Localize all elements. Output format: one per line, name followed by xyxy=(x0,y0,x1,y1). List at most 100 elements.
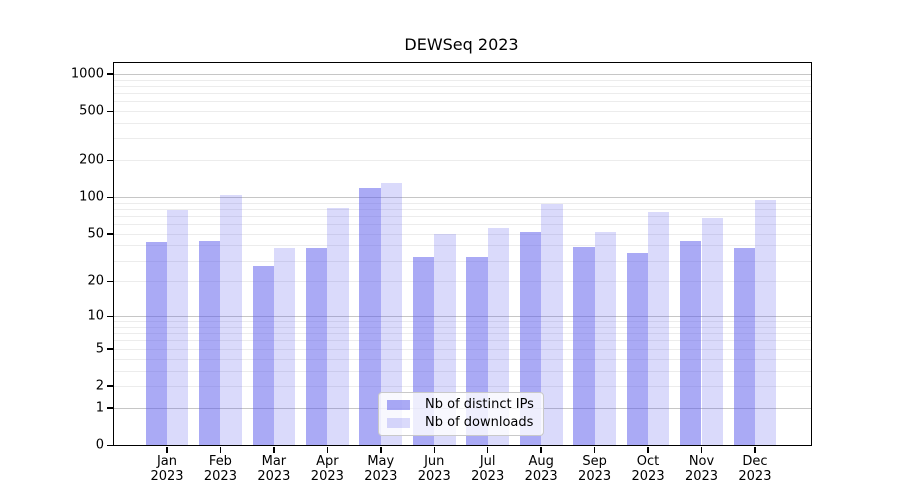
x-tick-year: 2023 xyxy=(310,469,344,484)
gridline-minor xyxy=(114,160,811,162)
gridline-minor xyxy=(114,260,811,262)
bar-distinct-ips-may xyxy=(359,188,381,445)
x-tick-month: Feb xyxy=(208,454,232,469)
x-tick-month: Dec xyxy=(742,454,768,469)
x-axis-tick xyxy=(380,447,382,453)
gridline-minor xyxy=(114,111,811,113)
x-tick-year: 2023 xyxy=(203,469,237,484)
bar-distinct-ips-dec xyxy=(733,248,755,445)
gridline-minor xyxy=(114,101,811,103)
x-tick-year: 2023 xyxy=(631,469,665,484)
x-tick-year: 2023 xyxy=(471,469,505,484)
legend-swatch-downloads xyxy=(387,418,410,428)
gridline-minor xyxy=(114,85,811,87)
legend: Nb of distinct IPs Nb of downloads xyxy=(378,392,544,436)
bar-downloads-mar xyxy=(273,248,296,445)
gridline-minor xyxy=(114,340,811,342)
y-axis-tick-label: 5 xyxy=(95,341,104,357)
x-tick-year: 2023 xyxy=(364,469,398,484)
x-tick-month: Jan xyxy=(156,454,178,469)
gridline-major xyxy=(114,316,811,318)
x-tick-month: Nov xyxy=(688,454,715,469)
bar-distinct-ips-mar xyxy=(252,266,274,445)
gridline-minor xyxy=(114,92,811,94)
gridline-minor xyxy=(114,245,811,247)
gridline-major xyxy=(114,73,811,75)
y-axis-tick-label: 0 xyxy=(95,437,104,453)
y-axis-tick xyxy=(107,280,114,283)
x-axis-tick xyxy=(754,447,756,453)
gridline-minor xyxy=(114,208,811,210)
y-axis-tick-label: 20 xyxy=(87,273,104,289)
gridline-major xyxy=(114,197,811,199)
gridline-minor xyxy=(114,202,811,204)
x-tick-month: Aug xyxy=(528,454,554,469)
x-tick-year: 2023 xyxy=(684,469,719,484)
x-tick-month: Jul xyxy=(479,454,496,469)
x-axis-tick xyxy=(486,447,489,453)
x-axis-tick xyxy=(433,447,435,453)
bar-distinct-ips-apr xyxy=(305,248,328,445)
bar-distinct-ips-jan xyxy=(145,241,167,445)
x-axis-tick-label: Aug 2023 xyxy=(509,454,573,484)
legend-item-downloads: Nb of downloads xyxy=(387,416,543,430)
x-tick-month: Apr xyxy=(316,454,339,469)
x-axis-tick-label: Apr 2023 xyxy=(295,454,359,484)
x-tick-year: 2023 xyxy=(417,469,451,484)
bar-downloads-apr xyxy=(327,207,349,445)
x-axis-tick xyxy=(273,447,275,453)
y-axis-tick-label: 1000 xyxy=(70,66,104,82)
x-tick-month: Jun xyxy=(424,454,445,469)
bar-downloads-sep xyxy=(594,231,616,445)
x-axis-tick-label: Jun 2023 xyxy=(402,454,466,484)
y-axis-tick-label: 2 xyxy=(95,378,104,394)
x-tick-year: 2023 xyxy=(150,469,184,484)
gridline-minor xyxy=(114,79,811,81)
x-tick-month: Mar xyxy=(261,454,287,469)
x-axis-tick-label: Nov 2023 xyxy=(670,454,734,484)
x-tick-month: Sep xyxy=(582,454,607,469)
x-axis-tick xyxy=(647,447,649,453)
bar-downloads-may xyxy=(380,183,403,445)
y-axis-tick-label: 10 xyxy=(87,308,104,324)
x-axis-tick-label: Oct 2023 xyxy=(616,454,680,484)
bar-distinct-ips-nov xyxy=(680,240,702,445)
bar-downloads-jan xyxy=(167,210,189,445)
y-axis-tick xyxy=(107,73,114,75)
x-tick-year: 2023 xyxy=(578,469,612,484)
x-axis-tick-label: Sep 2023 xyxy=(563,454,627,484)
legend-swatch-distinct-ips xyxy=(387,400,410,410)
gridline-minor xyxy=(114,385,811,387)
legend-label: Nb of distinct IPs xyxy=(425,397,534,412)
bar-downloads-nov xyxy=(701,218,723,445)
gridline-minor xyxy=(114,333,811,335)
gridline-minor xyxy=(114,326,811,328)
y-axis-tick-label: 500 xyxy=(79,103,104,119)
x-axis-tick xyxy=(326,447,329,453)
y-axis-tick xyxy=(107,315,114,318)
gridline-minor xyxy=(114,224,811,226)
bar-distinct-ips-sep xyxy=(573,246,595,445)
x-axis-tick xyxy=(540,447,542,453)
y-axis-tick-label: 100 xyxy=(79,189,104,205)
x-axis-tick-label: Mar 2023 xyxy=(242,454,306,484)
x-tick-month: May xyxy=(367,454,395,469)
x-axis-tick xyxy=(166,447,168,453)
legend-label: Nb of downloads xyxy=(425,415,534,430)
gridline-minor xyxy=(114,215,811,217)
x-axis-tick xyxy=(700,447,703,453)
gridline-minor xyxy=(114,370,811,372)
x-tick-month: Oct xyxy=(636,454,660,469)
x-axis-tick-label: Jul 2023 xyxy=(456,454,520,484)
bar-distinct-ips-oct xyxy=(626,252,649,445)
gridline-minor xyxy=(114,321,811,323)
y-axis-tick xyxy=(107,407,114,409)
bar-downloads-oct xyxy=(648,211,670,445)
y-axis-tick xyxy=(107,110,114,113)
plot-area: 0 1 2 5 10 20 50 100 200 500 1000 Jan 2023 Feb 2023 Mar… xyxy=(71,62,812,484)
gridline-minor xyxy=(114,281,811,283)
x-axis-tick-label: Dec 2023 xyxy=(723,454,787,484)
x-axis-tick-label: May 2023 xyxy=(349,454,413,484)
x-tick-year: 2023 xyxy=(524,469,558,484)
